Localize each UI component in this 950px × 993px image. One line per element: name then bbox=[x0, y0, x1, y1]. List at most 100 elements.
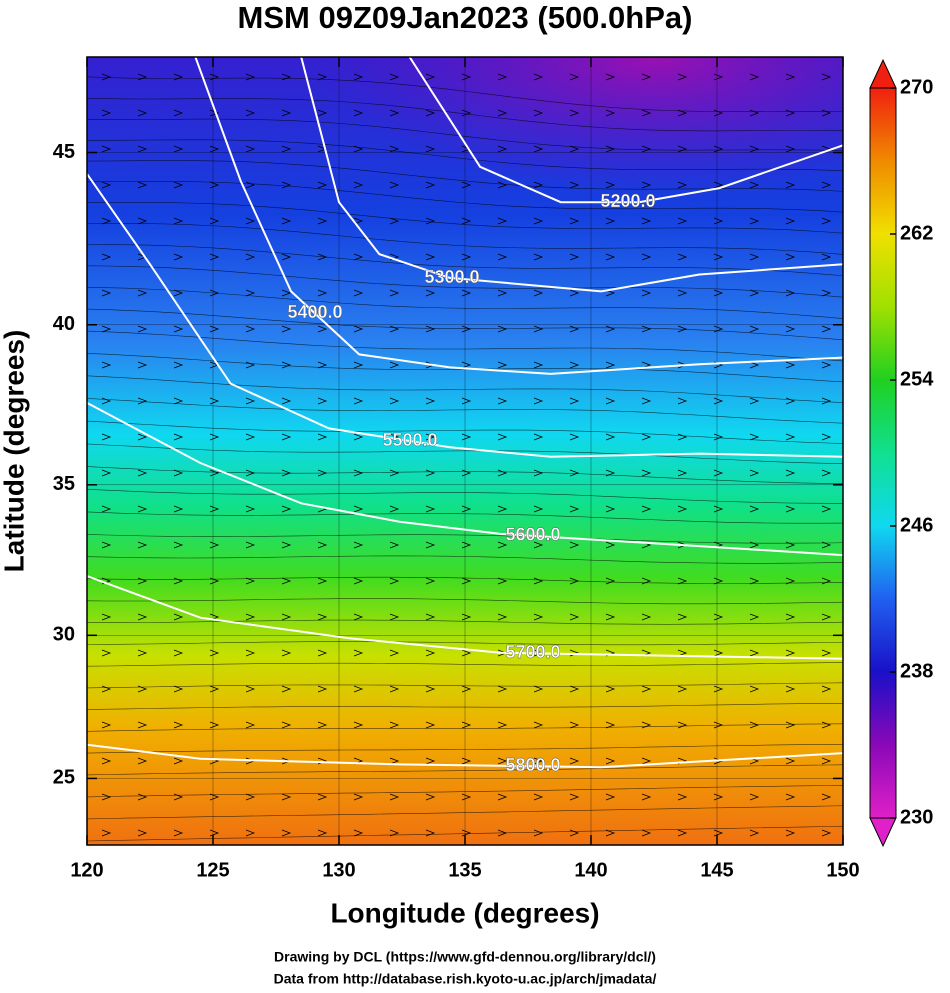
wind-arrow bbox=[533, 793, 544, 801]
wind-arrow bbox=[137, 505, 148, 513]
wind-arrow bbox=[281, 289, 292, 297]
wind-arrow bbox=[389, 325, 400, 333]
wind-arrow bbox=[389, 217, 400, 225]
wind-arrow bbox=[785, 289, 796, 297]
wind-arrow bbox=[605, 397, 616, 405]
wind-arrow bbox=[749, 181, 760, 189]
wind-arrow bbox=[137, 181, 148, 189]
wind-arrow bbox=[785, 109, 796, 117]
wind-arrow bbox=[749, 289, 760, 297]
wind-arrow bbox=[101, 685, 112, 693]
wind-arrow bbox=[605, 613, 616, 621]
wind-arrow bbox=[209, 433, 220, 441]
wind-arrow bbox=[821, 181, 832, 189]
wind-arrow bbox=[749, 217, 760, 225]
wind-arrow bbox=[317, 181, 328, 189]
wind-arrow bbox=[281, 613, 292, 621]
wind-arrow bbox=[461, 685, 472, 693]
wind-arrow bbox=[749, 793, 760, 801]
wind-arrow bbox=[569, 469, 580, 477]
wind-arrow bbox=[209, 217, 220, 225]
y-tick-label: 25 bbox=[53, 767, 75, 789]
y-tick-label: 45 bbox=[53, 141, 75, 163]
wind-arrow bbox=[425, 721, 436, 729]
wind-arrow bbox=[641, 145, 652, 153]
wind-arrow bbox=[461, 289, 472, 297]
contour-line bbox=[408, 57, 843, 204]
wind-arrow bbox=[605, 505, 616, 513]
contour-label: 5400.0 bbox=[287, 302, 342, 322]
wind-arrow bbox=[389, 469, 400, 477]
wind-arrow bbox=[137, 541, 148, 549]
contour-label: 5700.0 bbox=[505, 642, 560, 662]
wind-arrow bbox=[173, 613, 184, 621]
wind-arrow bbox=[497, 397, 508, 405]
wind-arrow bbox=[641, 433, 652, 441]
wind-arrow bbox=[533, 433, 544, 441]
wind-arrow bbox=[101, 469, 112, 477]
wind-arrow bbox=[821, 649, 832, 657]
contour-label: 5500.0 bbox=[382, 430, 437, 450]
wind-arrow bbox=[533, 469, 544, 477]
wind-arrow bbox=[425, 649, 436, 657]
wind-arrow bbox=[137, 433, 148, 441]
x-tick-label: 120 bbox=[70, 859, 103, 881]
wind-arrow bbox=[569, 505, 580, 513]
wind-arrow bbox=[605, 757, 616, 765]
wind-arrow bbox=[497, 505, 508, 513]
wind-arrow bbox=[821, 721, 832, 729]
wind-arrow bbox=[749, 469, 760, 477]
contour-line bbox=[87, 173, 843, 458]
wind-arrow bbox=[713, 109, 724, 117]
wind-arrow bbox=[785, 469, 796, 477]
wind-arrow bbox=[173, 145, 184, 153]
wind-arrow bbox=[497, 145, 508, 153]
wind-arrow bbox=[425, 433, 436, 441]
wind-arrow bbox=[461, 613, 472, 621]
wind-arrow bbox=[281, 721, 292, 729]
wind-arrow bbox=[461, 145, 472, 153]
wind-arrow bbox=[461, 181, 472, 189]
wind-arrow bbox=[569, 541, 580, 549]
wind-arrow bbox=[317, 73, 328, 81]
wind-arrow bbox=[713, 397, 724, 405]
wind-arrow bbox=[281, 433, 292, 441]
wind-arrow bbox=[281, 505, 292, 513]
wind-arrow bbox=[245, 721, 256, 729]
wind-arrow bbox=[605, 145, 616, 153]
wind-arrow bbox=[713, 289, 724, 297]
wind-arrow bbox=[821, 217, 832, 225]
wind-arrow bbox=[677, 433, 688, 441]
wind-arrow bbox=[245, 145, 256, 153]
wind-arrow bbox=[677, 145, 688, 153]
y-tick-label: 35 bbox=[53, 473, 75, 495]
colorbar-max-arrow bbox=[869, 58, 897, 89]
wind-arrow bbox=[353, 145, 364, 153]
wind-arrow bbox=[389, 361, 400, 369]
wind-arrow bbox=[281, 145, 292, 153]
wind-arrow bbox=[425, 217, 436, 225]
wind-arrow bbox=[173, 577, 184, 585]
wind-arrow bbox=[245, 613, 256, 621]
wind-arrow bbox=[209, 793, 220, 801]
wind-arrow bbox=[461, 469, 472, 477]
wind-arrow bbox=[353, 469, 364, 477]
wind-arrow bbox=[281, 685, 292, 693]
wind-arrow bbox=[209, 289, 220, 297]
wind-arrow bbox=[317, 469, 328, 477]
wind-arrow bbox=[497, 289, 508, 297]
wind-arrow bbox=[533, 505, 544, 513]
wind-arrow bbox=[533, 829, 544, 837]
wind-arrow bbox=[749, 397, 760, 405]
wind-arrow bbox=[497, 433, 508, 441]
wind-arrow bbox=[785, 757, 796, 765]
wind-arrow bbox=[713, 793, 724, 801]
wind-arrow bbox=[821, 289, 832, 297]
wind-arrow bbox=[173, 757, 184, 765]
wind-arrow bbox=[173, 217, 184, 225]
wind-arrow bbox=[245, 433, 256, 441]
wind-arrow bbox=[353, 721, 364, 729]
contour-label: 5600.0 bbox=[505, 525, 560, 545]
wind-arrow bbox=[461, 433, 472, 441]
wind-arrow bbox=[677, 109, 688, 117]
